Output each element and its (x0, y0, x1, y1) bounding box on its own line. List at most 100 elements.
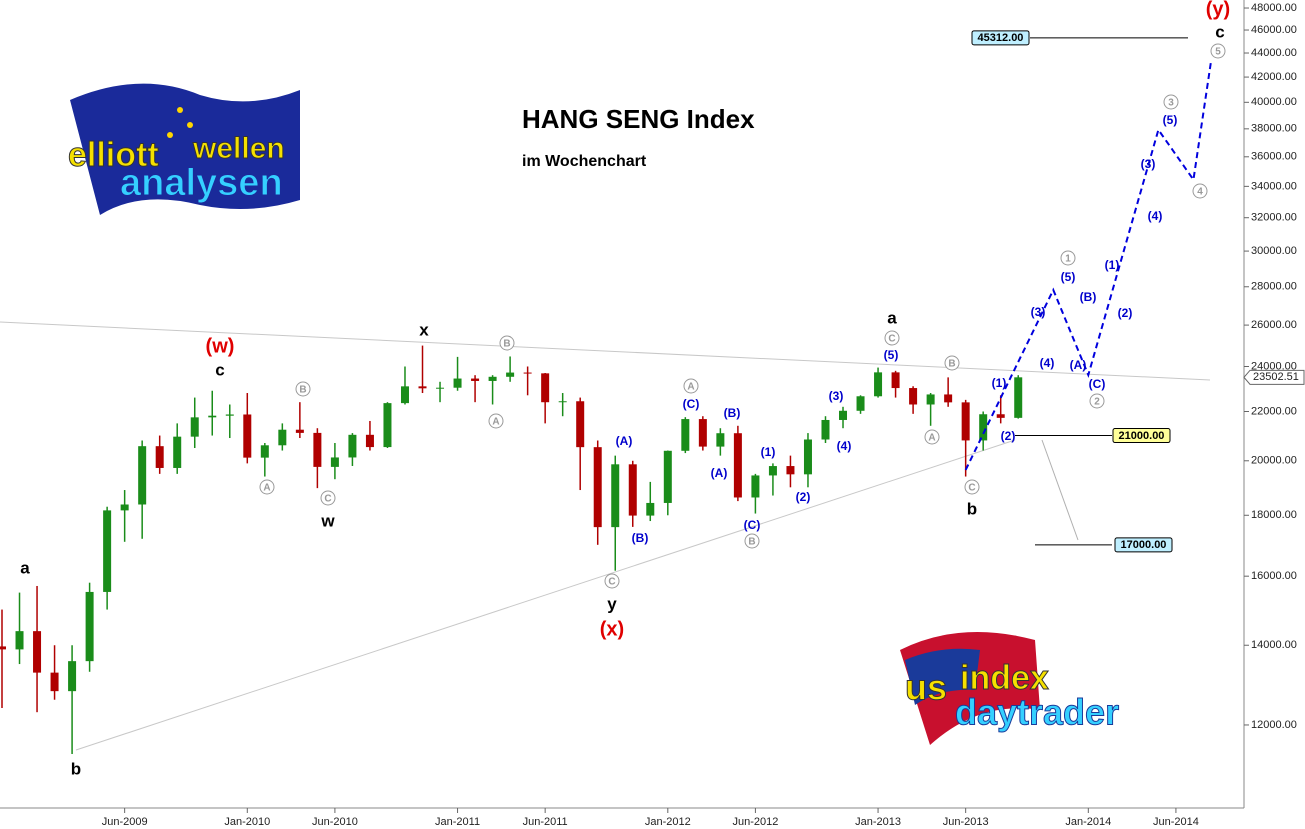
price-level-box (1114, 537, 1173, 553)
candle-body (628, 464, 637, 516)
candle-body (558, 401, 567, 403)
x-tick-label: Jan-2011 (435, 816, 480, 828)
candle-body (909, 388, 918, 405)
logo-star (187, 122, 193, 128)
wave-label: (3) (829, 389, 844, 403)
wave-label: (A) (1070, 358, 1087, 372)
candle-body (50, 672, 59, 692)
wave-label: B (299, 385, 306, 396)
price-level-label: 17000.00 (1121, 539, 1167, 551)
trend-line (75, 439, 1016, 751)
candle-body (260, 445, 269, 458)
x-tick-label: Jun-2011 (523, 816, 568, 828)
price-level-label: 21000.00 (1119, 430, 1165, 442)
candle-body (663, 450, 672, 503)
wave-label: (4) (1040, 356, 1055, 370)
candle-body (768, 466, 777, 476)
candle-body (751, 475, 760, 498)
wave-label: x (419, 320, 429, 339)
x-tick-label: Jan-2014 (1065, 816, 1111, 828)
candle-body (208, 415, 217, 418)
wave-label: B (948, 359, 955, 370)
y-tick-label: 24000.00 (1251, 360, 1297, 372)
wave-label: (C) (683, 397, 700, 411)
candle-body (821, 419, 830, 440)
x-tick-label: Jun-2014 (1153, 816, 1199, 828)
x-tick-label: Jun-2009 (102, 816, 148, 828)
logo-flag (70, 83, 300, 215)
wave-label: (5) (884, 348, 899, 362)
candle-body (330, 457, 339, 467)
candle-body (225, 414, 234, 416)
wave-label: (3) (1031, 305, 1046, 319)
candle-body (348, 434, 357, 458)
y-tick-label: 40000.00 (1251, 96, 1297, 108)
logo-star (167, 132, 173, 138)
candle-body (436, 387, 445, 389)
wave-label-circle (744, 533, 760, 549)
y-tick-label: 22000.00 (1251, 405, 1297, 417)
logo-text: wellen (192, 132, 285, 165)
wave-label: (5) (1163, 113, 1178, 127)
x-tick-label: Jun-2012 (732, 816, 778, 828)
wave-label: (x) (600, 618, 624, 640)
y-tick-label: 48000.00 (1251, 2, 1297, 14)
candle-body (383, 403, 392, 448)
wave-label: 1 (1065, 254, 1071, 265)
candle-body (68, 661, 77, 692)
wave-label: (w) (206, 335, 235, 357)
wave-label: A (263, 483, 270, 494)
wave-label: B (503, 339, 510, 350)
logo-star (177, 107, 183, 113)
wave-label: C (968, 483, 975, 494)
wave-label: A (687, 382, 694, 393)
logo-daytrader: us index daytrader (900, 632, 1120, 745)
wave-label: (1) (761, 445, 776, 459)
candle-body (716, 433, 725, 447)
candle-body (0, 646, 6, 650)
candle-body (733, 433, 742, 498)
candle-body (190, 417, 199, 437)
candle-body (856, 396, 865, 411)
y-tick-label: 38000.00 (1251, 123, 1297, 135)
price-level-box (971, 30, 1030, 46)
candle-body (103, 510, 112, 592)
wave-label: (2) (1118, 306, 1133, 320)
wave-label-circle (295, 381, 311, 397)
candle-body (33, 631, 42, 673)
wave-label: b (967, 499, 977, 518)
candle-body (593, 447, 602, 528)
logo-text: us (905, 667, 947, 708)
wave-label: b (71, 759, 81, 778)
candle-body (85, 591, 94, 662)
candle-body (874, 372, 883, 397)
candle-body (488, 376, 497, 381)
wave-label: (B) (724, 406, 741, 420)
x-tick-label: Jan-2013 (855, 816, 901, 828)
candle-body (365, 434, 374, 448)
candle-body (138, 446, 147, 505)
wave-label: (C) (1089, 377, 1106, 391)
y-tick-label: 42000.00 (1251, 71, 1297, 83)
y-tick-label: 34000.00 (1251, 180, 1297, 192)
candle-body (611, 464, 620, 528)
wave-label-circle (1089, 393, 1105, 409)
wave-label-circle (924, 429, 940, 445)
wave-label: A (492, 417, 499, 428)
y-tick-label: 12000.00 (1251, 719, 1297, 731)
wave-label: a (20, 558, 30, 577)
wave-label-circle (944, 355, 960, 371)
candle-body (173, 436, 182, 468)
wave-label-circle (259, 479, 275, 495)
wave-label: (4) (1148, 209, 1163, 223)
candle-body (295, 429, 304, 433)
trend-line (1041, 439, 1079, 541)
wave-label: (4) (837, 439, 852, 453)
wave-label: y (607, 594, 617, 613)
y-tick-label: 32000.00 (1251, 212, 1297, 224)
candle-body (278, 429, 287, 446)
candle-body (313, 432, 322, 467)
x-tick-label: Jan-2012 (645, 816, 691, 828)
x-tick-label: Jun-2013 (943, 816, 989, 828)
candle-body (418, 386, 427, 389)
